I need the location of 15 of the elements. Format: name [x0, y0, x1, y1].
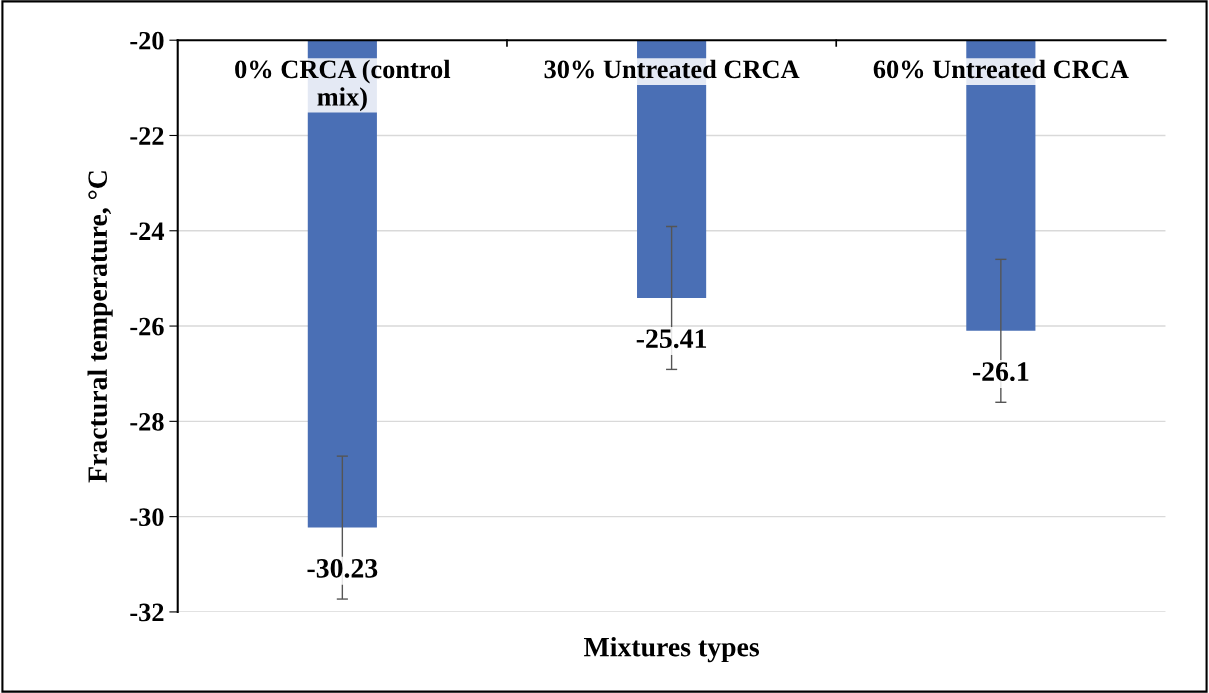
y-axis-title: Fractural temperature, °C [87, 171, 113, 483]
x-tick-label: 60% Untreated CRCA [873, 59, 1129, 79]
y-tick-label: -32 [130, 603, 164, 622]
y-tick-label: -22 [130, 127, 164, 145]
x-tick-label: 0% CRCA (control mix) [235, 59, 451, 112]
y-tick-label: -20 [130, 31, 164, 50]
data-label: -26.1 [972, 362, 1029, 382]
y-tick-label: -24 [130, 222, 165, 240]
x-tick-label: 30% Untreated CRCA [544, 59, 800, 79]
data-label: -30.23 [307, 558, 378, 578]
x-axis-title: Mixtures types [583, 636, 760, 663]
y-tick-label: -30 [130, 508, 164, 527]
y-tick-label: -26 [130, 317, 164, 336]
data-label: -25.41 [636, 329, 707, 349]
y-tick-label: -28 [130, 412, 164, 431]
